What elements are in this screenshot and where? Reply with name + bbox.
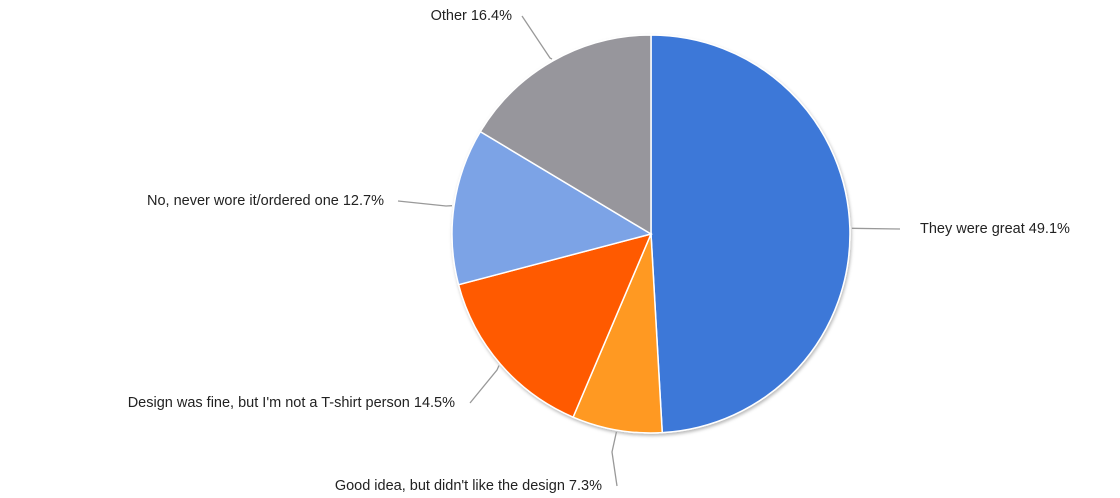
leader-line-other [521,15,553,60]
pie-slice-other [479,34,652,236]
leader-line-no-never-wore-it-ordered-one [397,200,453,207]
pie-slice-they-were-great [650,34,851,434]
leader-line-design-was-fine-but-i-m-not-a-t-shirt-person [469,365,500,404]
slice-label-no-never-wore-it-ordered-one: No, never wore it/ordered one 12.7% [147,193,384,209]
pie-slices [451,34,851,434]
leader-line-good-idea-but-didn-t-like-the-design [611,431,618,487]
pie-slice-no-never-wore-it-ordered-one [451,130,653,286]
leader-lines [397,15,901,487]
slice-label-good-idea-but-didn-t-like-the-design: Good idea, but didn't like the design 7.… [335,478,602,494]
leader-line-they-were-great [851,227,901,230]
slice-label-design-was-fine-but-i-m-not-a-t-shirt-person: Design was fine, but I'm not a T-shirt p… [128,395,455,411]
slice-labels: They were great 49.1% Good idea, but didn… [128,8,1070,494]
pie-slice-design-was-fine-but-i-m-not-a-t-shirt-person [457,232,653,419]
slice-label-they-were-great: They were great 49.1% [920,221,1070,237]
slice-label-other: Other 16.4% [431,8,513,24]
